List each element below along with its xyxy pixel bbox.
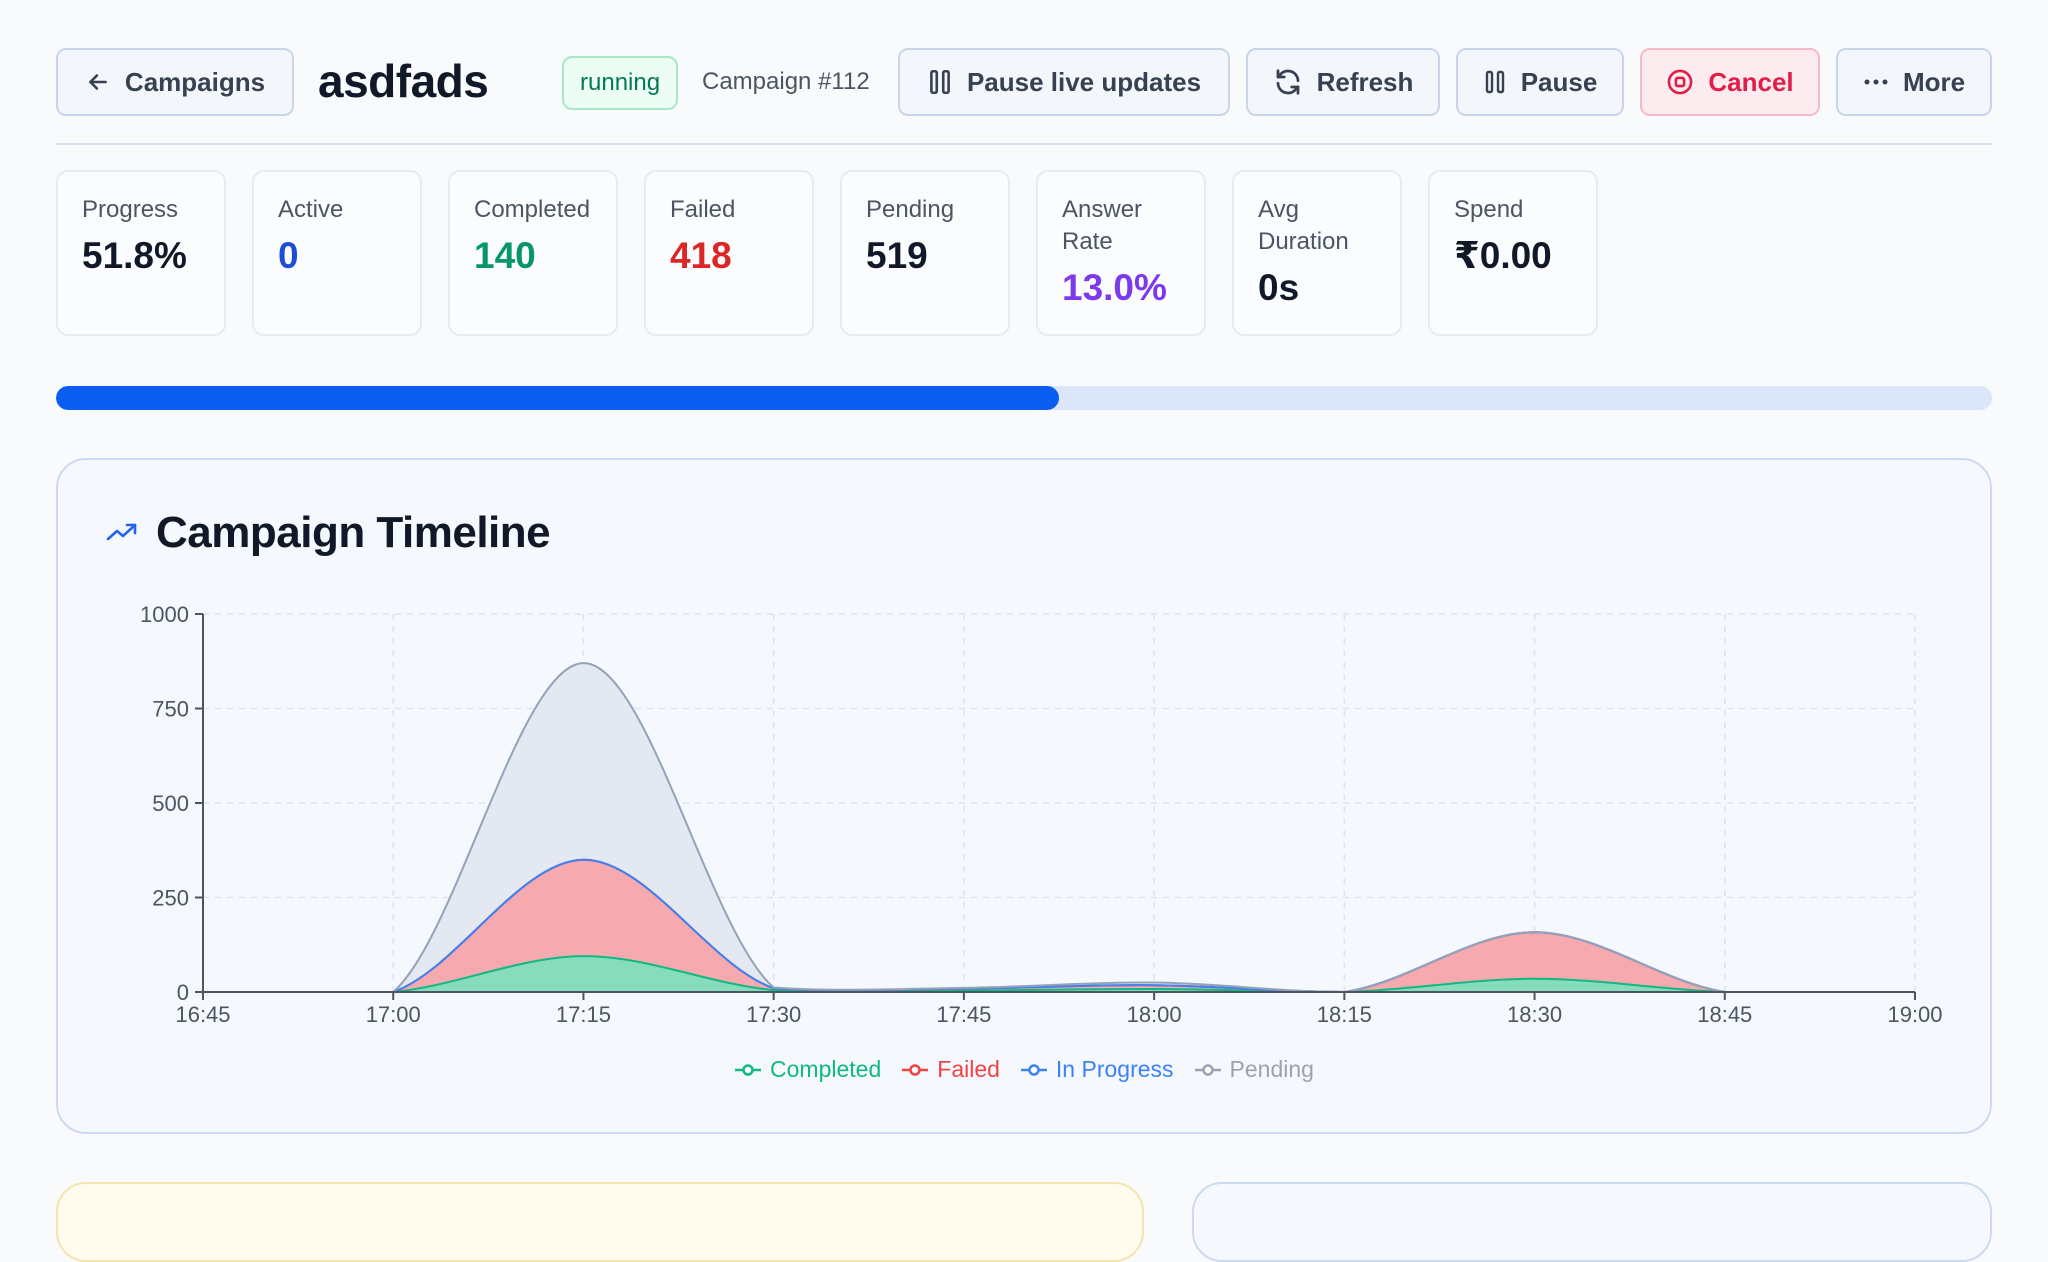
stat-value: 0 [278,235,299,276]
chart-legend: Completed Failed In Progress Pending [58,1056,1990,1083]
back-button-label: Campaigns [124,66,266,97]
chart-title: Campaign Timeline [156,508,551,557]
pause-label: Pause [1520,66,1598,97]
legend-item[interactable]: Completed [734,1056,881,1083]
legend-label: In Progress [1055,1056,1174,1082]
campaign-id: Campaign #112 [702,68,870,95]
stat-card-failed: Failed 418 [644,170,814,336]
x-tick-label: 17:15 [556,1002,611,1027]
timeline-chart: 0 250 500 750 1000 16:45 17:00 17:15 17:30 17:45 1… [140,602,1942,1027]
y-tick-label: 1000 [140,602,189,627]
x-tick-label: 17:45 [936,1002,991,1027]
more-dots-icon [1864,79,1888,85]
header-divider [56,143,1992,145]
stat-label: Progress [82,196,179,223]
refresh-icon [1276,69,1299,95]
refresh-label: Refresh [1316,66,1414,97]
chart-header: Campaign Timeline [106,508,551,558]
stat-card-progress: Progress 51.8% [56,170,226,336]
cancel-button[interactable]: Cancel [1640,48,1820,116]
legend-label: Pending [1229,1056,1314,1082]
stat-value: 519 [866,235,928,276]
y-tick-label: 500 [152,791,189,816]
area-completed [203,956,1915,992]
pause-button[interactable]: Pause [1456,48,1624,116]
status-badge: running [562,56,679,110]
legend-item[interactable]: Failed [901,1056,1000,1083]
legend-label: Failed [937,1056,1000,1082]
stat-value: 418 [670,235,732,276]
legend-label: Completed [770,1056,882,1082]
area-pending [203,663,1915,992]
arrow-left-icon [89,74,107,90]
stat-label: Answer Rate [1062,196,1143,255]
stat-value: 13.0% [1062,267,1167,308]
more-button[interactable]: More [1836,48,1992,116]
legend-marker-icon [735,1063,762,1076]
stat-card-pending: Pending 519 [840,170,1010,336]
x-tick-label: 18:00 [1127,1002,1182,1027]
progress-bar-fill [56,386,1059,410]
stat-card-avg-duration: Avg Duration 0s [1232,170,1402,336]
x-tick-label: 17:00 [366,1002,421,1027]
stat-label: Failed [670,196,736,223]
stat-card-spend: Spend ₹0.00 [1428,170,1598,336]
stop-circle-icon [1667,69,1693,95]
x-tick-label: 18:15 [1317,1002,1372,1027]
legend-item[interactable]: In Progress [1020,1056,1174,1083]
trending-up-icon [106,523,137,541]
stat-value: 51.8% [82,235,187,276]
stat-label: Active [278,196,344,223]
stat-card-answer-rate: Answer Rate 13.0% [1036,170,1206,336]
stat-label: Spend [1454,196,1524,223]
stat-value: 140 [474,235,536,276]
bottom-card-right [1192,1182,1992,1262]
x-tick-label: 19:00 [1887,1002,1942,1027]
back-to-campaigns-button[interactable]: Campaigns [56,48,294,116]
y-tick-label: 0 [177,980,189,1005]
pause-icon [930,69,950,95]
y-tick-label: 750 [152,697,189,722]
stat-value: 0s [1258,267,1300,308]
legend-item[interactable]: Pending [1194,1056,1314,1083]
more-label: More [1902,66,1966,97]
stat-value: ₹0.00 [1454,235,1552,276]
legend-marker-icon [902,1063,929,1076]
campaign-timeline-card: 0 250 500 750 1000 16:45 17:00 17:15 17:30 17:45 1… [56,458,1992,1134]
x-tick-label: 16:45 [175,1002,230,1027]
stat-label: Completed [474,196,591,223]
x-tick-label: 18:45 [1697,1002,1752,1027]
bottom-card-left [56,1182,1144,1262]
area-failed [203,859,1915,992]
legend-marker-icon [1194,1063,1221,1076]
legend-marker-icon [1020,1063,1047,1076]
x-tick-label: 17:30 [746,1002,801,1027]
refresh-button[interactable]: Refresh [1246,48,1440,116]
pause-icon [1485,70,1504,94]
series-line-pending [203,662,1915,994]
page-title: asdfads [318,55,489,107]
x-tick-label: 18:30 [1507,1002,1562,1027]
stat-card-completed: Completed 140 [448,170,618,336]
stat-label: Pending [866,196,955,223]
y-tick-label: 250 [152,886,189,911]
pause-live-updates-label: Pause live updates [966,66,1202,97]
stat-card-active: Active 0 [252,170,422,336]
cancel-label: Cancel [1708,66,1794,97]
pause-live-updates-button[interactable]: Pause live updates [898,48,1230,116]
series-line-completed [203,955,1915,994]
stat-label: Avg Duration [1258,196,1349,255]
page-header: Campaigns asdfads running Campaign #112 … [56,48,1992,120]
progress-bar [56,386,1992,410]
